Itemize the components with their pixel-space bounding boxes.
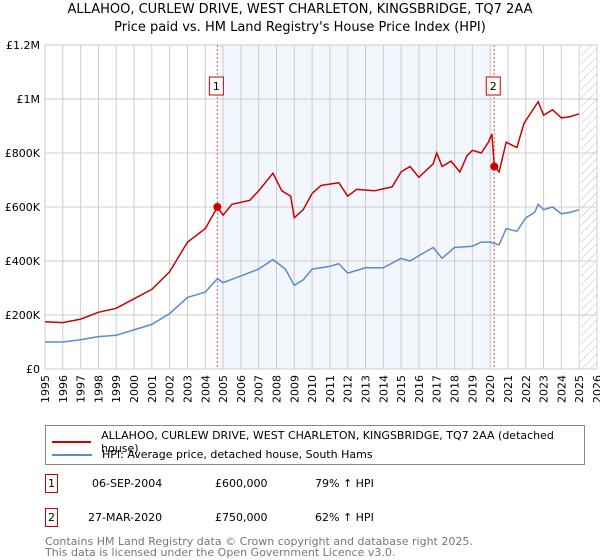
plot-frame bbox=[44, 44, 598, 370]
sale-point bbox=[490, 162, 499, 171]
legend: ALLAHOO, CURLEW DRIVE, WEST CHARLETON, K… bbox=[45, 425, 585, 465]
x-tick-label: 2026 bbox=[591, 375, 600, 403]
row-price: £600,000 bbox=[215, 477, 268, 490]
chart-subtitle: Price paid vs. HM Land Registry's House … bbox=[114, 20, 486, 35]
x-tick-label: 1997 bbox=[75, 375, 88, 403]
x-tick-label: 1996 bbox=[57, 375, 70, 403]
x-tick-label: 2023 bbox=[538, 375, 551, 403]
x-tick-label: 2014 bbox=[377, 375, 390, 403]
x-tick-label: 2017 bbox=[431, 375, 444, 403]
y-tick-label: £600K bbox=[5, 201, 41, 214]
x-tick-label: 2022 bbox=[520, 375, 533, 403]
x-tick-label: 2006 bbox=[235, 375, 248, 403]
y-tick-label: £0 bbox=[26, 363, 40, 376]
y-tick-label: £800K bbox=[5, 147, 41, 160]
annotation-label: 1 bbox=[213, 80, 220, 93]
price-chart: 1995 1996 1997 1998 1999 2000 2001 2002 2003 2004… bbox=[5, 39, 600, 403]
x-tick-label: 2012 bbox=[342, 375, 355, 403]
x-tick-label: 2001 bbox=[146, 375, 159, 403]
x-tick-label: 1995 bbox=[39, 375, 52, 403]
y-tick-label: £1.2M bbox=[6, 39, 40, 52]
x-tick-label: 2015 bbox=[395, 375, 408, 403]
annotation-badge bbox=[485, 76, 501, 96]
row-date: 27-MAR-2020 bbox=[88, 511, 163, 524]
x-tick-label: 1998 bbox=[92, 375, 105, 403]
property-series-line bbox=[44, 100, 580, 324]
legend-label-property: ALLAHOO, CURLEW DRIVE, WEST CHARLETON, K… bbox=[101, 429, 554, 455]
x-tick-label: 2021 bbox=[502, 375, 515, 403]
annotation-badge bbox=[208, 76, 224, 96]
x-tick-label: 2016 bbox=[413, 375, 426, 403]
y-tick-label: £1M bbox=[17, 93, 41, 106]
x-tick-label: 2000 bbox=[128, 375, 141, 403]
x-tick-label: 2010 bbox=[306, 375, 319, 403]
row-hpi: 62% ↑ HPI bbox=[315, 511, 374, 524]
y-tick-label: £400K bbox=[5, 255, 41, 268]
x-tick-label: 2004 bbox=[199, 375, 212, 403]
x-tick-label: 2009 bbox=[288, 375, 301, 403]
legend-label-hpi: HPI: Average price, detached house, Sout… bbox=[102, 448, 373, 461]
row-badge: 1 bbox=[45, 474, 58, 493]
x-tick-label: 2011 bbox=[324, 375, 337, 403]
legend-swatch-hpi bbox=[52, 453, 92, 456]
x-tick-label: 2019 bbox=[466, 375, 479, 403]
row-price: £750,000 bbox=[215, 511, 268, 524]
row-date: 06-SEP-2004 bbox=[92, 477, 163, 490]
x-tick-label: 2024 bbox=[555, 375, 568, 403]
annotation-label: 2 bbox=[490, 80, 497, 93]
x-tick-label: 2020 bbox=[484, 375, 497, 403]
x-tick-label: 1999 bbox=[110, 375, 123, 403]
footer-licence: This data is licensed under the Open Gov… bbox=[45, 546, 396, 559]
x-tick-label: 2008 bbox=[270, 375, 283, 403]
x-tick-label: 2025 bbox=[573, 375, 586, 403]
legend-swatch-property bbox=[52, 441, 92, 443]
x-tick-label: 2003 bbox=[181, 375, 194, 403]
x-tick-label: 2005 bbox=[217, 375, 230, 403]
chart-title: ALLAHOO, CURLEW DRIVE, WEST CHARLETON, K… bbox=[67, 2, 533, 17]
y-tick-label: £200K bbox=[5, 309, 41, 322]
sale-point bbox=[213, 203, 222, 211]
row-badge: 2 bbox=[45, 508, 58, 527]
x-tick-label: 2018 bbox=[449, 375, 462, 403]
hpi-series-line bbox=[45, 202, 580, 343]
x-tick-label: 2002 bbox=[164, 375, 177, 403]
x-tick-label: 2007 bbox=[253, 375, 266, 403]
row-hpi: 79% ↑ HPI bbox=[315, 477, 374, 490]
x-tick-label: 2013 bbox=[360, 375, 373, 403]
footer-copyright: Contains HM Land Registry data © Crown c… bbox=[45, 535, 473, 548]
